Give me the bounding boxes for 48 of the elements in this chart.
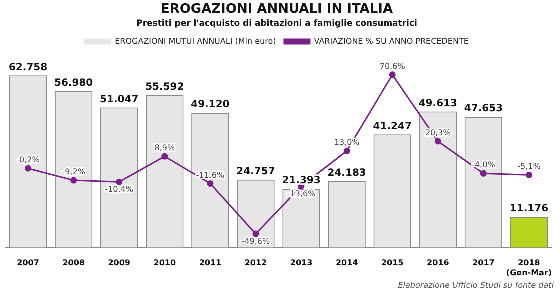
chart-subtitle: Prestiti per l'acquisto di abitazioni a famiglie consumatrici — [136, 18, 418, 29]
data-label: -11,6% — [196, 170, 225, 180]
point — [207, 180, 214, 187]
point — [25, 165, 32, 172]
point — [389, 72, 396, 78]
legend-label: VARIAZIONE % SU ANNO PRECEDENTE — [314, 36, 469, 46]
data-label: 55.592 — [146, 82, 184, 93]
data-label: 24.183 — [328, 168, 366, 180]
point — [526, 172, 532, 178]
point — [480, 170, 487, 177]
point — [344, 148, 350, 154]
data-label: 51.047 — [100, 94, 139, 106]
chart-title: EROGAZIONI ANNUALI IN ITALIA — [160, 2, 394, 18]
data-label: -10,4% — [105, 185, 134, 194]
point — [434, 138, 442, 145]
legend-label: EROGAZIONI MUTUI ANNUALI (Mln euro) — [115, 36, 276, 46]
x-tick-label: 2014 — [336, 258, 359, 268]
point — [252, 230, 260, 238]
text: Elaborazione Ufficio Studi su fonte dati — [398, 281, 555, 290]
point — [162, 153, 168, 160]
data-label: 62.758 — [8, 62, 48, 74]
x-tick-label: 2016 — [427, 258, 450, 268]
data-label: -9,2% — [62, 168, 86, 177]
data-label: -49,6% — [242, 237, 271, 246]
data-label: 47.653 — [464, 104, 504, 115]
data-label: 49.613 — [418, 98, 458, 110]
x-tick-label: 2018 (Gen-Mar) — [506, 258, 552, 278]
data-label: 41.247 — [373, 121, 412, 132]
data-label: -5,1% — [518, 162, 542, 172]
data-label: -0,2% — [16, 156, 40, 165]
x-tick-label: 2012 — [244, 258, 268, 268]
x-tick-label: 2017 — [472, 258, 495, 268]
x-tick-label: 2009 — [108, 258, 131, 268]
x-tick-label: 2008 — [62, 258, 86, 268]
data-label: 8,9% — [154, 144, 176, 153]
data-label: 24.757 — [236, 166, 276, 178]
data-label: -4,0% — [472, 160, 496, 170]
data-label: 70,6% — [380, 62, 406, 71]
point — [70, 177, 78, 184]
data-label: 56.980 — [54, 78, 94, 90]
x-tick-label: 2007 — [17, 258, 40, 268]
x-tick-label: 2011 — [199, 258, 222, 268]
point — [116, 178, 123, 186]
data-label: 49.120 — [191, 100, 230, 111]
x-tick-label: 2010 — [154, 258, 176, 268]
data-label: 11.176 — [510, 204, 549, 215]
x-tick-label: 2013 — [290, 258, 313, 268]
x-tick-label: 2015 — [381, 258, 404, 268]
